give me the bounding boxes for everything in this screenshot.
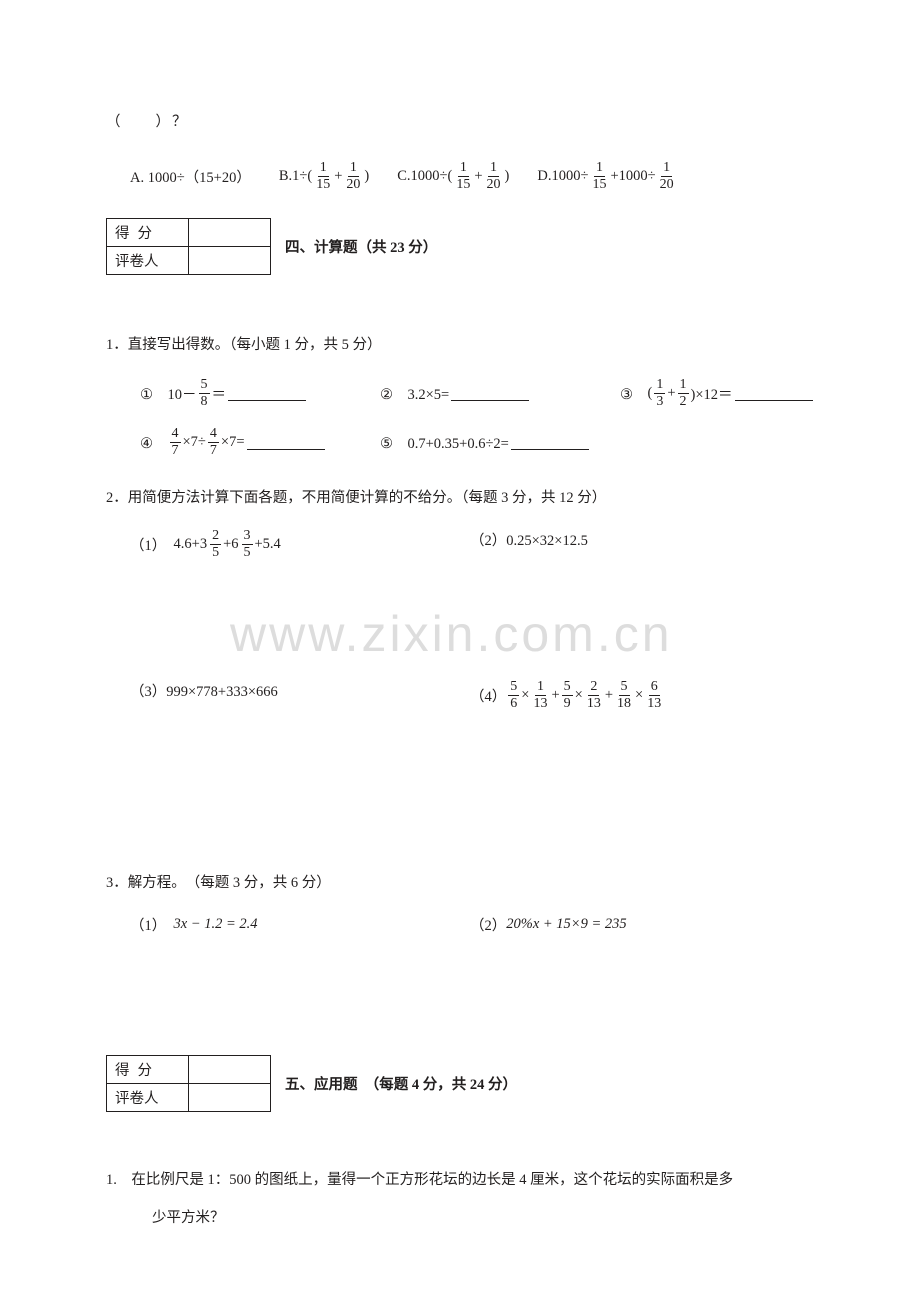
option-d-mid: +1000÷ bbox=[610, 168, 655, 185]
frac: 13 bbox=[654, 378, 665, 409]
frac: 113 bbox=[531, 680, 549, 711]
option-a: A. 1000÷（15+20） bbox=[130, 166, 251, 187]
q4-2-item1: （1） 4.6+ 325 + 635 +5.4 bbox=[130, 529, 470, 560]
option-c: C. 1000÷( 115 + 120 ) bbox=[397, 161, 509, 192]
frac: 115 bbox=[454, 161, 472, 192]
q5-1: 1. 在比例尺是 1：500 的图纸上，量得一个正方形花坛的边长是 4 厘米，这… bbox=[106, 1162, 820, 1237]
score-table: 得分 评卷人 bbox=[106, 1055, 271, 1112]
grader-label: 评卷人 bbox=[107, 247, 189, 275]
option-b: B. 1÷( 115 + 120 ) bbox=[279, 161, 369, 192]
q4-2-row2: （3）999×778+333×666 （4） 56 × 113 + 59 × 2… bbox=[130, 680, 820, 711]
answer-blank[interactable] bbox=[451, 387, 529, 401]
section4-title: 四、计算题（共 23 分） bbox=[285, 236, 437, 257]
frac: 120 bbox=[344, 161, 362, 192]
q5-1-line2: 少平方米？ bbox=[152, 1200, 820, 1238]
q4-2-item4: （4） 56 × 113 + 59 × 213 + 518 × 613 bbox=[470, 680, 665, 711]
mixed-fraction: 325 bbox=[200, 529, 223, 560]
frac: 115 bbox=[590, 161, 608, 192]
watermark-text: www.zixin.com.cn bbox=[230, 605, 673, 663]
frac: 120 bbox=[485, 161, 503, 192]
q4-1-item1: ① 10－ 58 ＝ bbox=[140, 378, 380, 409]
answer-blank[interactable] bbox=[735, 387, 813, 401]
frac: 59 bbox=[562, 680, 573, 711]
q4-3-item1: （1） 3x − 1.2 = 2.4 bbox=[130, 914, 470, 935]
q5-1-line1: 1. 在比例尺是 1：500 的图纸上，量得一个正方形花坛的边长是 4 厘米，这… bbox=[106, 1162, 820, 1200]
plus: + bbox=[474, 168, 482, 185]
option-d: D. 1000÷ 115 +1000÷ 120 bbox=[537, 161, 677, 192]
q4-1-item4: ④ 47 ×7÷ 47 ×7= bbox=[140, 427, 380, 458]
score-table: 得分 评卷人 bbox=[106, 218, 271, 275]
answer-options-row: A. 1000÷（15+20） B. 1÷( 115 + 120 ) C. 10… bbox=[130, 161, 910, 192]
question-fragment: （ ）？ bbox=[106, 110, 820, 131]
frac: 120 bbox=[658, 161, 676, 192]
q4-2-prompt: 2．用简便方法计算下面各题，不用简便计算的不给分。（每题 3 分，共 12 分） bbox=[106, 486, 820, 507]
section5-title: 五、应用题 （每题 4 分，共 24 分） bbox=[285, 1073, 517, 1094]
q4-3-row: （1） 3x − 1.2 = 2.4 （2） 20%x + 15×9 = 235 bbox=[130, 914, 820, 935]
q4-1-prompt: 1．直接写出得数。（每小题 1 分，共 5 分） bbox=[106, 333, 820, 354]
answer-blank[interactable] bbox=[247, 436, 325, 450]
q4-3-item2: （2） 20%x + 15×9 = 235 bbox=[470, 914, 627, 935]
frac: 518 bbox=[615, 680, 633, 711]
section4-header: 得分 评卷人 四、计算题（共 23 分） bbox=[106, 218, 820, 275]
plus: + bbox=[334, 168, 342, 185]
section5-header: 得分 评卷人 五、应用题 （每题 4 分，共 24 分） bbox=[106, 1055, 820, 1112]
q4-1-item5: ⑤ 0.7+0.35+0.6÷2= bbox=[380, 432, 589, 453]
close: ) bbox=[364, 168, 369, 185]
option-c-left: 1000÷( bbox=[411, 168, 453, 185]
grader-label: 评卷人 bbox=[107, 1084, 189, 1112]
frac: 47 bbox=[208, 427, 219, 458]
option-c-prefix: C. bbox=[397, 168, 410, 185]
answer-blank[interactable] bbox=[228, 387, 306, 401]
q4-1-item3: ③ ( 13 + 12 )×12＝ bbox=[620, 378, 813, 409]
q4-1-item2: ② 3.2×5= bbox=[380, 383, 620, 404]
option-d-prefix: D. bbox=[537, 168, 551, 185]
score-value-cell bbox=[189, 219, 271, 247]
q4-1-row2: ④ 47 ×7÷ 47 ×7= ⑤ 0.7+0.35+0.6÷2= bbox=[140, 427, 820, 458]
option-a-text: A. 1000÷（15+20） bbox=[130, 166, 251, 187]
frac: 115 bbox=[314, 161, 332, 192]
grader-value-cell bbox=[189, 1084, 271, 1112]
frac: 12 bbox=[678, 378, 689, 409]
answer-blank[interactable] bbox=[511, 436, 589, 450]
option-b-left: 1÷( bbox=[292, 168, 312, 185]
score-value-cell bbox=[189, 1056, 271, 1084]
frac: 213 bbox=[585, 680, 603, 711]
frac: 56 bbox=[508, 680, 519, 711]
option-b-prefix: B. bbox=[279, 168, 292, 185]
frac: 58 bbox=[199, 378, 210, 409]
q4-1-row1: ① 10－ 58 ＝ ② 3.2×5= ③ ( 13 + 12 )×12＝ bbox=[140, 378, 820, 409]
q4-2-row1: （1） 4.6+ 325 + 635 +5.4 （2）0.25×32×12.5 bbox=[130, 529, 820, 560]
q4-3-prompt: 3．解方程。 （每题 3 分，共 6 分） bbox=[106, 871, 820, 892]
frac: 613 bbox=[645, 680, 663, 711]
score-label: 得分 bbox=[107, 219, 189, 247]
q4-2-item3: （3）999×778+333×666 bbox=[130, 680, 470, 711]
option-d-left: 1000÷ bbox=[551, 168, 588, 185]
score-label: 得分 bbox=[107, 1056, 189, 1084]
mixed-fraction: 635 bbox=[231, 529, 254, 560]
q4-2-item2: （2）0.25×32×12.5 bbox=[470, 529, 588, 560]
close: ) bbox=[505, 168, 510, 185]
paren-blank: （ ）？ bbox=[106, 114, 189, 130]
frac: 47 bbox=[170, 427, 181, 458]
grader-value-cell bbox=[189, 247, 271, 275]
